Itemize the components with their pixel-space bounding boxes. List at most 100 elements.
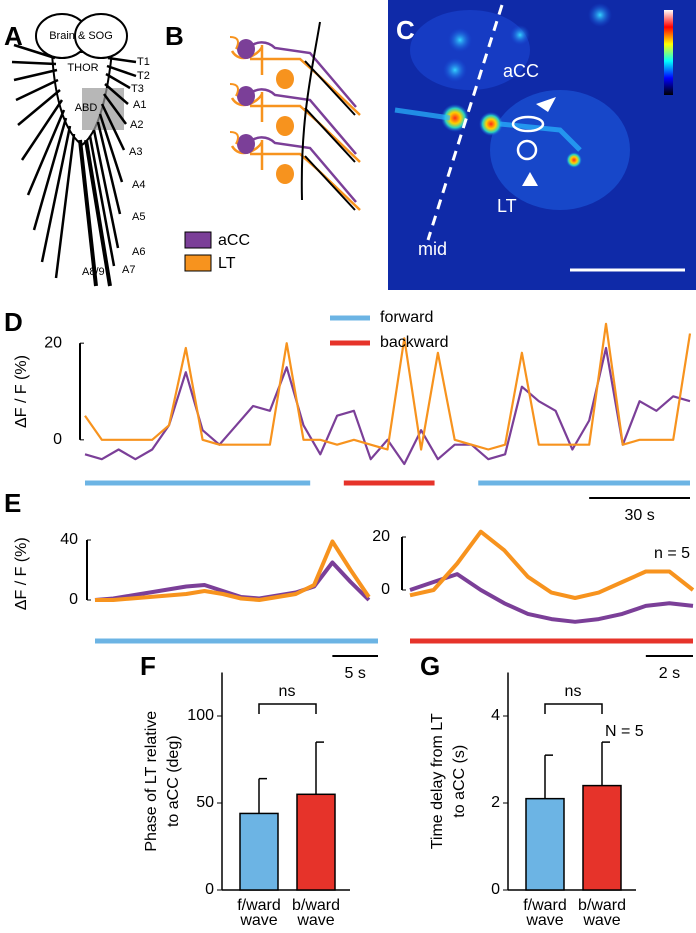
y-tick-label: 0 bbox=[205, 881, 214, 898]
trace bbox=[94, 560, 371, 602]
bar bbox=[525, 797, 565, 891]
panel-label: A bbox=[4, 21, 23, 51]
bar bbox=[582, 784, 622, 891]
segment-label: A5 bbox=[132, 211, 145, 223]
segment-label: T3 bbox=[131, 83, 144, 95]
nerve bbox=[304, 60, 356, 116]
roi bbox=[511, 115, 545, 133]
cell-label: LT bbox=[497, 196, 517, 216]
x-tick-label: f/ward bbox=[523, 897, 567, 914]
nerve bbox=[54, 133, 76, 279]
cell bbox=[479, 112, 503, 136]
brain-lobe bbox=[74, 13, 128, 59]
nerve bbox=[17, 89, 61, 126]
nerve bbox=[26, 109, 66, 196]
panel-label: G bbox=[420, 651, 440, 681]
boundary bbox=[300, 21, 321, 201]
cell bbox=[588, 3, 612, 27]
nerve bbox=[304, 155, 356, 211]
segment-label: A4 bbox=[132, 179, 145, 191]
nerve bbox=[100, 103, 126, 151]
x-tick-label: f/ward bbox=[237, 897, 281, 914]
nerve bbox=[78, 139, 98, 287]
neurons bbox=[229, 36, 361, 211]
lt-soma bbox=[276, 164, 294, 184]
x-tick-label: b/ward bbox=[292, 897, 340, 914]
nerve bbox=[84, 139, 112, 287]
panel-label: D bbox=[4, 307, 23, 337]
nerve bbox=[20, 99, 64, 161]
segment-label: T2 bbox=[137, 70, 150, 82]
legend-swatch bbox=[184, 254, 212, 272]
y-tick-label: 4 bbox=[491, 707, 500, 724]
x-tick-label: wave bbox=[296, 912, 334, 929]
significance-bracket bbox=[544, 703, 603, 714]
mid-label: mid bbox=[418, 239, 447, 259]
colorbar bbox=[664, 10, 673, 95]
legend-label: LT bbox=[218, 255, 236, 272]
x-tick-label: wave bbox=[525, 912, 563, 929]
segment-label: A3 bbox=[129, 146, 142, 158]
y-axis-label: to aCC (s) bbox=[451, 745, 468, 818]
nerve bbox=[106, 64, 137, 78]
cell-label: aCC bbox=[503, 61, 539, 81]
nerve bbox=[92, 129, 120, 249]
brain-label: Brain & SOG bbox=[49, 30, 113, 42]
nerve bbox=[32, 117, 68, 231]
segment-label: A7 bbox=[122, 264, 135, 276]
x-tick-label: b/ward bbox=[578, 897, 626, 914]
y-tick-label: 0 bbox=[381, 581, 390, 598]
nerves bbox=[11, 43, 137, 287]
y-axis-label: ΔF / F (%) bbox=[13, 355, 30, 428]
y-axis-label: Time delay from LT bbox=[429, 713, 446, 849]
x-scale-label: 5 s bbox=[345, 665, 366, 682]
abd-label: ABD bbox=[75, 102, 98, 114]
lt-soma bbox=[276, 116, 294, 136]
legend-label: backward bbox=[380, 334, 448, 351]
cell bbox=[566, 152, 582, 168]
trace bbox=[409, 529, 695, 600]
y-axis-label: to aCC (deg) bbox=[165, 735, 182, 827]
x-tick-label: wave bbox=[239, 912, 277, 929]
nerve bbox=[11, 60, 57, 66]
cell bbox=[510, 25, 530, 45]
panel-label: C bbox=[396, 15, 415, 45]
segment-label: A8/9 bbox=[82, 266, 105, 278]
bar bbox=[296, 793, 336, 891]
nerve bbox=[104, 83, 129, 105]
roi bbox=[516, 139, 538, 161]
segment-label: A1 bbox=[133, 99, 146, 111]
nerve bbox=[98, 113, 124, 183]
panel-label: E bbox=[4, 488, 21, 518]
panel-c: C aCC LT mid bbox=[388, 0, 696, 290]
annotation: ns bbox=[279, 683, 296, 700]
annotation: ns bbox=[565, 683, 582, 700]
legend-label: forward bbox=[380, 309, 433, 326]
glow bbox=[490, 90, 630, 210]
panel-label: F bbox=[140, 651, 156, 681]
y-axis-label: ΔF / F (%) bbox=[13, 537, 30, 610]
y-tick-label: 20 bbox=[44, 334, 62, 351]
y-tick-label: 20 bbox=[372, 528, 390, 545]
nerve bbox=[102, 93, 128, 125]
trace bbox=[409, 572, 694, 624]
cell bbox=[443, 58, 467, 82]
arrowhead bbox=[522, 172, 538, 186]
trace bbox=[84, 322, 692, 451]
legend-label: aCC bbox=[218, 232, 250, 249]
acc-soma bbox=[237, 86, 255, 106]
x-scale-label: 30 s bbox=[624, 507, 654, 524]
midline bbox=[426, 4, 504, 241]
cell bbox=[448, 28, 472, 52]
trace bbox=[84, 346, 691, 466]
y-tick-label: 100 bbox=[187, 707, 214, 724]
arrowhead bbox=[536, 97, 556, 112]
acc-soma bbox=[237, 39, 255, 59]
nerve bbox=[13, 43, 56, 60]
nerve bbox=[13, 68, 58, 82]
y-tick-label: 40 bbox=[60, 531, 78, 548]
nerve bbox=[88, 135, 116, 267]
bar bbox=[239, 812, 279, 891]
nerve bbox=[40, 125, 72, 263]
